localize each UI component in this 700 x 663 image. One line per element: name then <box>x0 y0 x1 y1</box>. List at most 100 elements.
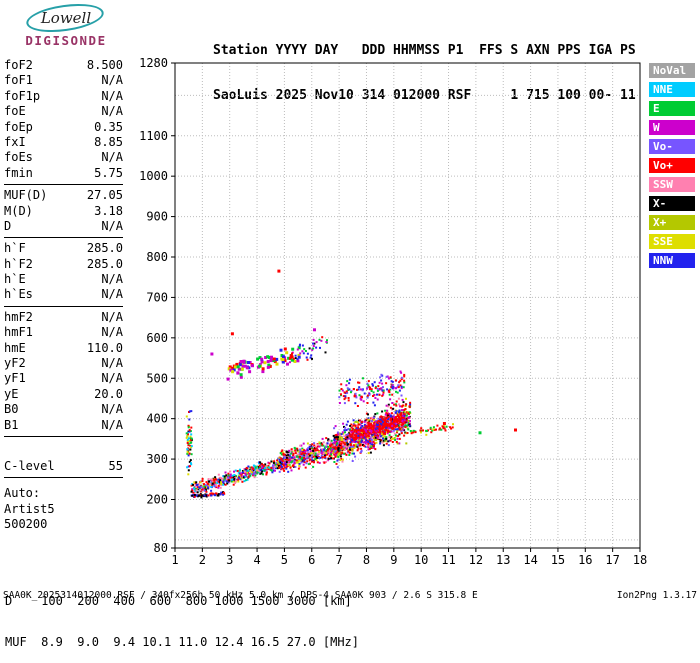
separator-line <box>4 477 123 479</box>
param-value: 110.0 <box>86 340 123 355</box>
legend-item-x-: X- <box>649 196 695 211</box>
echo-outlier-point <box>277 269 281 273</box>
echo-outlier-point <box>230 332 234 336</box>
param-footer-line: 500200 <box>4 517 48 532</box>
logo-product-text: DIGISONDE <box>25 33 107 48</box>
param-row: h`Es N/A <box>4 287 123 302</box>
param-row: B0 N/A <box>4 402 123 417</box>
x-axis: 1 2 3 4 5 6 7 8 9 10 11 12 13 14 15 16 17 18 <box>171 548 647 567</box>
x-tick-label: 7 <box>336 553 343 567</box>
param-value: 3.18 <box>94 203 123 218</box>
x-tick-label: 6 <box>308 553 315 567</box>
param-row: foF1 N/A <box>4 73 123 88</box>
y-tick-label: 600 <box>146 331 168 345</box>
header-line-2: SaoLuis 2025 Nov10 314 012000 RSF 1 715 … <box>213 88 636 103</box>
param-row: yE 20.0 <box>4 387 123 402</box>
param-label: MUF(D) <box>4 188 48 203</box>
x-tick-label: 5 <box>281 553 288 567</box>
param-value: N/A <box>101 309 123 324</box>
param-row: hmF1 N/A <box>4 325 123 340</box>
param-row: fxI 8.85 <box>4 135 123 150</box>
param-value: 285.0 <box>86 241 123 256</box>
param-value: N/A <box>101 150 123 165</box>
legend-item-vo-: Vo- <box>649 139 695 154</box>
param-label: h`F <box>4 241 26 256</box>
param-value: 20.0 <box>94 386 123 401</box>
param-group: hmF2 N/A hmF1 N/A hmE 110.0 yF2 N/A yF1 N/A yE 20.0… <box>4 310 123 433</box>
param-value: N/A <box>101 417 123 432</box>
x-tick-label: 2 <box>199 553 206 567</box>
param-row: foF2 8.500 <box>4 58 123 73</box>
echo-points <box>185 269 517 499</box>
param-label: foE <box>4 104 26 119</box>
param-row: h`F 285.0 <box>4 241 123 256</box>
legend-item-nne: NNE <box>649 82 695 97</box>
separator-line <box>4 435 123 437</box>
param-row: foEp 0.35 <box>4 120 123 135</box>
x-tick-label: 14 <box>523 553 537 567</box>
param-label: B1 <box>4 417 19 432</box>
legend-item-w: W <box>649 120 695 135</box>
param-group: foF2 8.500 foF1 N/A foF1p N/A foE N/A foEp 0.35 fx… <box>4 58 123 181</box>
param-footer-line: Artist5 <box>4 501 55 516</box>
param-label: fxI <box>4 134 26 149</box>
y-axis: 1280 1100 1000 900 800 700 600 500 400 300 200 80 <box>139 56 175 555</box>
param-row: D N/A <box>4 219 123 234</box>
param-value: N/A <box>101 402 123 417</box>
echo-outlier-point <box>514 428 517 432</box>
param-value: N/A <box>101 73 123 88</box>
y-tick-label: 1280 <box>139 56 168 70</box>
y-tick-label: 80 <box>154 541 168 555</box>
lowell-digisonde-logo: Lowell DIGISONDE <box>10 0 122 50</box>
param-label: fmin <box>4 165 33 180</box>
param-row: hmF2 N/A <box>4 310 123 325</box>
legend-item-nnw: NNW <box>649 253 695 268</box>
legend-item-vo-: Vo+ <box>649 158 695 173</box>
param-value: N/A <box>101 104 123 119</box>
param-label: foEp <box>4 119 33 134</box>
param-value: N/A <box>101 88 123 103</box>
legend-item-x-: X+ <box>649 215 695 230</box>
separator-line <box>4 305 123 307</box>
direction-legend: NoVal NNE E W Vo- Vo+ SSW X- X+ SSE NNW <box>649 63 695 272</box>
y-tick-label: 300 <box>146 452 168 466</box>
x-tick-label: 15 <box>551 553 565 567</box>
x-tick-label: 4 <box>253 553 260 567</box>
echo-outlier-point <box>442 422 446 425</box>
param-label: h`F2 <box>4 256 33 271</box>
param-label: hmF2 <box>4 309 33 324</box>
param-row: hmE 110.0 <box>4 341 123 356</box>
param-row: h`E N/A <box>4 272 123 287</box>
parameter-panel: foF2 8.500 foF1 N/A foF1p N/A foE N/A foEp 0.35 fx… <box>4 58 123 533</box>
echo-outlier-point <box>313 328 316 332</box>
x-tick-label: 1 <box>171 553 178 567</box>
echo-outlier-point <box>478 431 482 435</box>
logo-brand-text: Lowell <box>40 9 92 27</box>
legend-item-sse: SSE <box>649 234 695 249</box>
param-label: D <box>4 218 12 233</box>
param-row: M(D) 3.18 <box>4 204 123 219</box>
x-tick-label: 3 <box>226 553 233 567</box>
param-row: fmin 5.75 <box>4 166 123 181</box>
param-row: yF1 N/A <box>4 371 123 386</box>
x-tick-label: 12 <box>469 553 483 567</box>
param-label: M(D) <box>4 203 33 218</box>
param-row: foF1p N/A <box>4 89 123 104</box>
param-row: C-level 55 <box>4 459 123 474</box>
param-footer-line: Auto: <box>4 486 41 501</box>
legend-item-ssw: SSW <box>649 177 695 192</box>
status-bar-left: SAA0K_2025314012000.RSF / 340fx256h 50 k… <box>3 590 478 601</box>
y-tick-label: 800 <box>146 250 168 264</box>
param-value: N/A <box>101 218 123 233</box>
param-label: foF1p <box>4 88 41 103</box>
param-value: N/A <box>101 287 123 302</box>
status-bar-right: Ion2Png 1.3.17 <box>616 590 697 601</box>
y-tick-label: 700 <box>146 290 168 304</box>
muf-values-row: MUF 8.9 9.0 9.4 10.1 11.0 12.4 16.5 27.0… <box>5 634 360 649</box>
x-tick-label: 11 <box>441 553 455 567</box>
y-tick-label: 400 <box>146 412 168 426</box>
param-group: h`F 285.0 h`F2 285.0 h`E N/A h`Es N/A <box>4 241 123 303</box>
param-value: N/A <box>101 272 123 287</box>
x-tick-label: 8 <box>363 553 370 567</box>
param-label: yE <box>4 386 19 401</box>
